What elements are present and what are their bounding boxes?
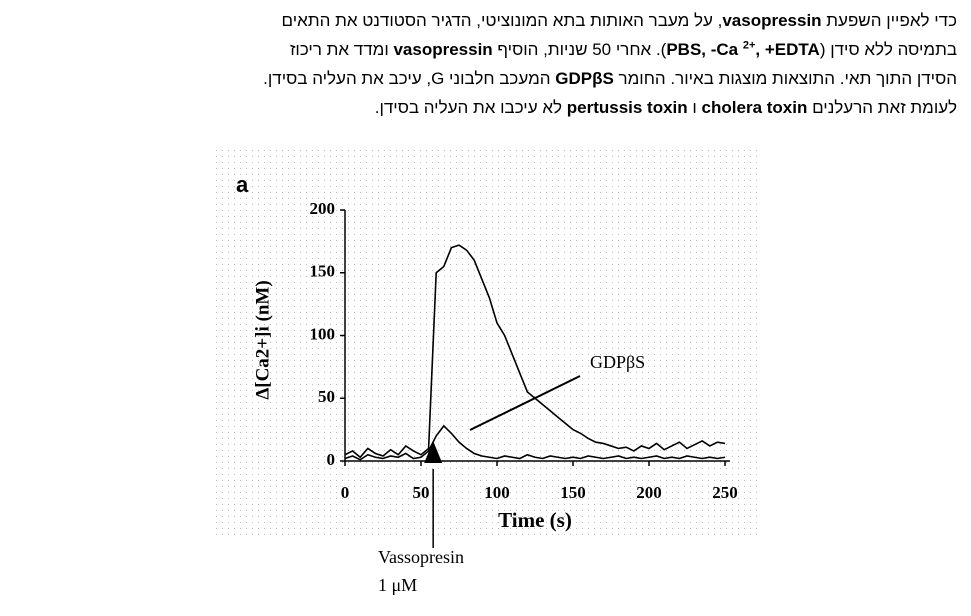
x-tick-label: 100 (484, 483, 510, 502)
y-tick-label: 200 (310, 199, 336, 218)
text-run: 2+ (742, 39, 756, 52)
arrow-label: Vassopresin (378, 547, 464, 567)
y-axis-label: Δ[Ca2+]i (nM) (252, 280, 273, 399)
text-run: , על מעבר האותות בתא המונוציטי, הדגיר הס… (281, 11, 723, 30)
text-run: PBS, -Ca (666, 40, 743, 59)
arrow-label: 1 μM (378, 575, 417, 595)
text-line: הסידן התוך תאי. התוצאות מוצגות באיור. הח… (7, 64, 957, 93)
text-run: לעומת זאת הרעלנים (807, 98, 957, 117)
arrow-head (424, 441, 443, 463)
text-run: כדי לאפיין השפעת (821, 11, 957, 30)
text-line: כדי לאפיין השפעת vasopressin, על מעבר הא… (7, 6, 957, 35)
text-run: הסידן התוך תאי. התוצאות מוצגות באיור. הח… (613, 69, 957, 88)
text-run: בתמיסה ללא סידן ( (819, 40, 957, 59)
x-tick-label: 200 (636, 483, 662, 502)
y-tick-label: 0 (327, 450, 336, 469)
y-tick-label: 100 (310, 324, 336, 343)
text-run: המעכב חלבוני G, עיכב את העליה בסידן. (263, 69, 556, 88)
text-run: ומדד את ריכוז (289, 40, 394, 59)
x-tick-label: 0 (341, 483, 350, 502)
x-tick-label: 50 (413, 483, 430, 502)
series-annotation: GDPβS (590, 352, 645, 372)
paragraph: כדי לאפיין השפעת vasopressin, על מעבר הא… (7, 6, 957, 122)
text-run: ו (687, 98, 702, 117)
x-axis-label: Time (s) (498, 508, 572, 532)
text-run: vasopressin (722, 11, 822, 30)
y-tick-label: 50 (318, 387, 335, 406)
data-line (344, 424, 726, 461)
x-tick-label: 150 (560, 483, 586, 502)
y-tick-label: 150 (310, 262, 336, 281)
text-run: GDPβS (555, 69, 614, 88)
text-run: vasopressin (393, 40, 493, 59)
chart-bg (215, 148, 760, 540)
text-run: pertussis toxin (566, 98, 688, 117)
text-line: בתמיסה ללא סידן ( PBS, -Ca 2+, +EDTA ). אח… (7, 35, 957, 64)
text-run: cholera toxin (701, 98, 808, 117)
text-run: ). אחרי 50 שניות, הוסיף (492, 40, 667, 59)
annotation-line (469, 375, 581, 431)
x-tick-label: 250 (712, 483, 738, 502)
text-run: , +EDTA (755, 40, 820, 59)
text-run: לא עיכבו את העליה בסידן. (374, 98, 567, 117)
text-line: לעומת זאת הרעלנים cholera toxin ו pertus… (7, 93, 957, 122)
panel-label: a (236, 172, 249, 197)
